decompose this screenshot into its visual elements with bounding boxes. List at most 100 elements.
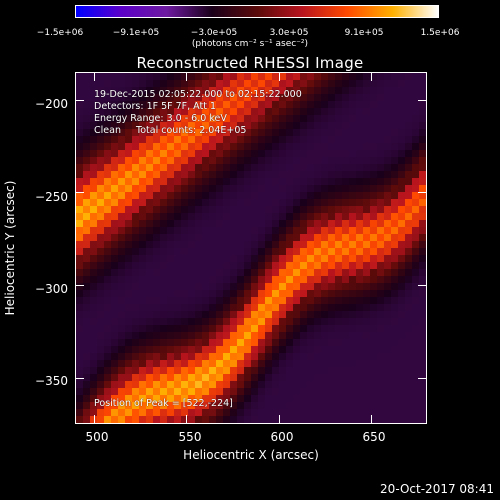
heatmap-cell (405, 220, 413, 228)
heatmap-cell (279, 290, 287, 298)
heatmap-cell (391, 374, 399, 382)
heatmap-cell (132, 255, 140, 263)
heatmap-cell (237, 94, 245, 102)
heatmap-cell (300, 402, 308, 410)
heatmap-cell (286, 227, 294, 235)
heatmap-cell (405, 73, 413, 81)
heatmap-cell (412, 157, 420, 165)
heatmap-cell (202, 276, 210, 284)
heatmap-cell (90, 115, 98, 123)
heatmap-cell (300, 304, 308, 312)
heatmap-cell (216, 164, 224, 172)
heatmap-cell (335, 115, 343, 123)
heatmap-cell (223, 269, 231, 277)
heatmap-cell (363, 220, 371, 228)
heatmap-cell (377, 115, 385, 123)
heatmap-cell (97, 409, 105, 417)
heatmap-cell (174, 241, 182, 249)
heatmap-cell (83, 360, 91, 368)
heatmap-cell (209, 318, 217, 326)
heatmap-cell (391, 122, 399, 130)
heatmap-cell (328, 325, 336, 333)
heatmap-cell (349, 367, 357, 375)
heatmap-cell (167, 122, 175, 130)
heatmap-cell (307, 94, 315, 102)
heatmap-cell (167, 276, 175, 284)
heatmap-cell (258, 325, 266, 333)
heatmap-cell (76, 94, 84, 102)
heatmap-cell (195, 353, 203, 361)
heatmap-cell (146, 94, 154, 102)
timestamp: 20-Oct-2017 08:41 (380, 482, 494, 496)
heatmap-cell (405, 395, 413, 403)
heatmap-cell (97, 283, 105, 291)
heatmap-cell (286, 395, 294, 403)
heatmap-cell (83, 87, 91, 95)
heatmap-cell (139, 150, 147, 158)
heatmap-cell (167, 248, 175, 256)
heatmap-cell (412, 248, 420, 256)
heatmap-cell (90, 206, 98, 214)
heatmap-cell (384, 381, 392, 389)
heatmap-cell (188, 255, 196, 263)
heatmap-cell (356, 381, 364, 389)
heatmap-cell (146, 143, 154, 151)
heatmap-cell (370, 367, 378, 375)
heatmap-cell (111, 304, 119, 312)
heatmap-cell (349, 255, 357, 263)
heatmap-cell (328, 213, 336, 221)
y-tick-label: −300 (35, 282, 68, 296)
heatmap-cell (258, 346, 266, 354)
heatmap-cell (216, 416, 224, 423)
heatmap-cell (321, 332, 329, 340)
heatmap-cell (244, 73, 252, 81)
heatmap-cell (153, 402, 161, 410)
heatmap-cell (90, 262, 98, 270)
heatmap-cell (377, 269, 385, 277)
heatmap-cell (230, 283, 238, 291)
heatmap-cell (188, 87, 196, 95)
heatmap-cell (335, 73, 343, 81)
heatmap-cell (125, 381, 133, 389)
heatmap-cell (293, 339, 301, 347)
heatmap-cell (153, 374, 161, 382)
heatmap-cell (153, 381, 161, 389)
heatmap-cell (391, 129, 399, 137)
heatmap-cell (132, 213, 140, 221)
heatmap-cell (251, 192, 259, 200)
heatmap-cell (125, 227, 133, 235)
heatmap-cell (349, 360, 357, 368)
heatmap-cell (132, 339, 140, 347)
heatmap-cell (153, 115, 161, 123)
heatmap-cell (97, 381, 105, 389)
heatmap-cell (125, 115, 133, 123)
heatmap-cell (90, 353, 98, 361)
heatmap-cell (405, 101, 413, 109)
heatmap-cell (167, 241, 175, 249)
heatmap-cell (83, 283, 91, 291)
heatmap-cell (195, 311, 203, 319)
heatmap-cell (335, 346, 343, 354)
heatmap-cell (223, 199, 231, 207)
heatmap-cell (342, 318, 350, 326)
heatmap-cell (195, 80, 203, 88)
heatmap-cell (335, 213, 343, 221)
heatmap-cell (300, 143, 308, 151)
heatmap-cell (356, 192, 364, 200)
y-tick-mark (418, 285, 426, 287)
heatmap-cell (209, 122, 217, 130)
heatmap-cell (335, 122, 343, 130)
heatmap-cell (195, 122, 203, 130)
heatmap-cell (356, 241, 364, 249)
heatmap-cell (300, 388, 308, 396)
heatmap-cell (349, 388, 357, 396)
heatmap-cell (160, 213, 168, 221)
heatmap-cell (307, 374, 315, 382)
heatmap-cell (265, 129, 273, 137)
heatmap-cell (391, 101, 399, 109)
heatmap-cell (356, 409, 364, 417)
heatmap-cell (83, 101, 91, 109)
heatmap-cell (307, 269, 315, 277)
heatmap-cell (153, 318, 161, 326)
heatmap-cell (356, 108, 364, 116)
